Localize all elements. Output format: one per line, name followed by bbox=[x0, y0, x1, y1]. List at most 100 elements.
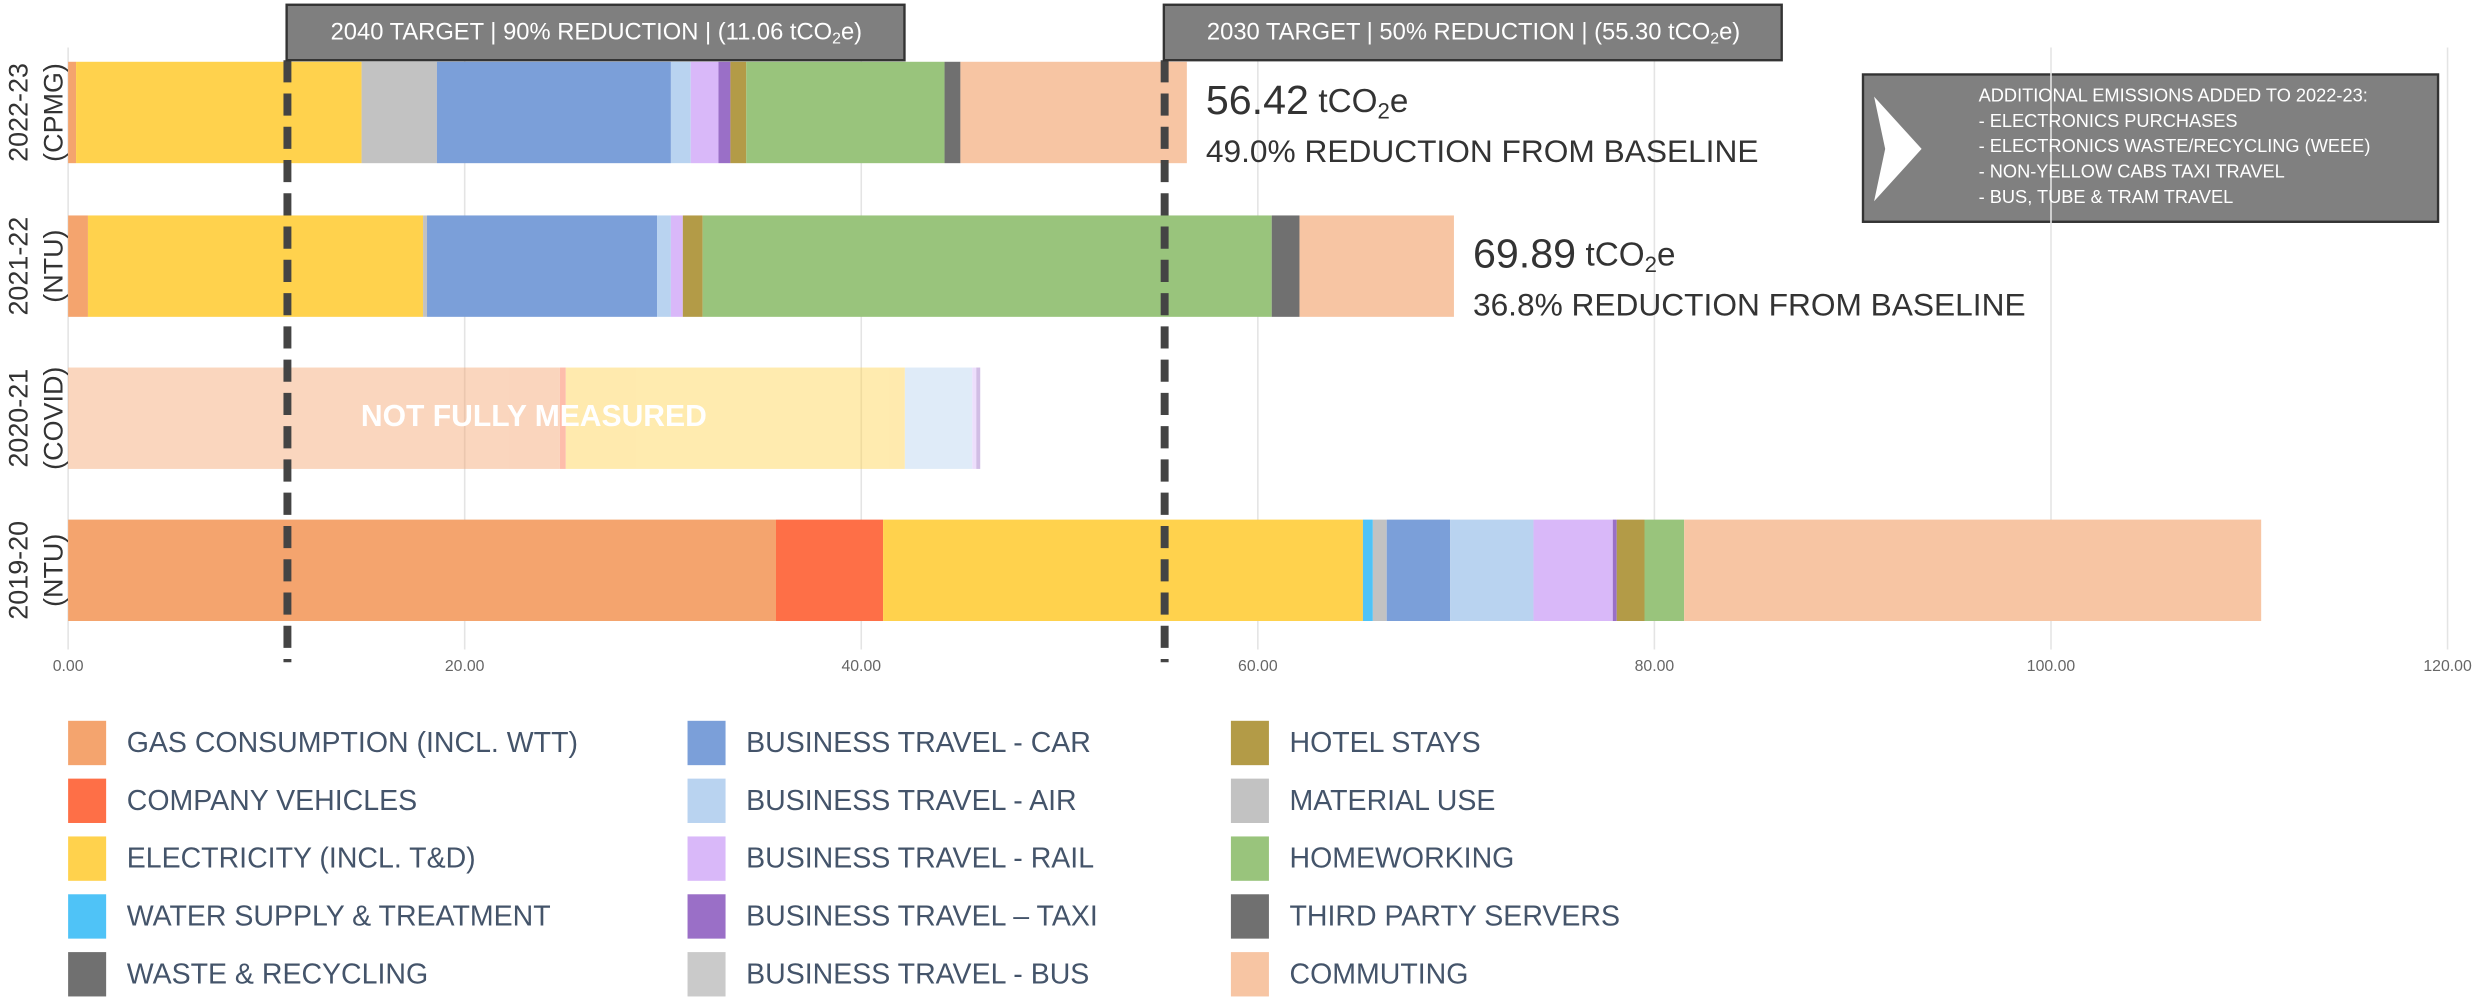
legend-label: WATER SUPPLY & TREATMENT bbox=[127, 901, 551, 933]
legend-swatch bbox=[68, 894, 107, 939]
legend-swatch bbox=[68, 778, 107, 823]
bar-group bbox=[68, 215, 1454, 317]
legend-label: MATERIAL USE bbox=[1290, 785, 1496, 817]
total-unit-end: e bbox=[1390, 83, 1409, 120]
bar-segment bbox=[1299, 215, 1454, 317]
note-title: ADDITIONAL EMISSIONS ADDED TO 2022-23: bbox=[1979, 85, 2368, 105]
category-label-line: (COVID) bbox=[39, 367, 69, 470]
note-arrow bbox=[1874, 96, 1922, 202]
bar-segment bbox=[657, 215, 671, 317]
bar-segment bbox=[427, 215, 658, 317]
legend-swatch bbox=[68, 720, 107, 766]
bar-segment bbox=[1450, 519, 1534, 622]
bar-segment bbox=[436, 61, 671, 164]
bar-group bbox=[68, 367, 981, 469]
bar-segment bbox=[702, 215, 1272, 317]
note-line: - ELECTRONICS PURCHASES bbox=[1979, 111, 2238, 131]
note-line: - NON-YELLOW CABS TAXI TRAVEL bbox=[1979, 161, 2285, 181]
target-tail: e) bbox=[1719, 19, 1740, 46]
total-note: 49.0% REDUCTION FROM BASELINE bbox=[1206, 133, 1759, 169]
bar-segment bbox=[559, 367, 566, 469]
legend-label: BUSINESS TRAVEL - CAR bbox=[746, 727, 1091, 759]
category-label: 2021-22 (NTU) bbox=[4, 217, 69, 316]
bar-segment bbox=[883, 519, 1363, 622]
bar-segment bbox=[670, 215, 683, 317]
total-label: 56.42 tCO2e bbox=[1206, 77, 1408, 123]
bar-segment bbox=[944, 61, 961, 164]
total-value: 56.42 bbox=[1206, 77, 1309, 123]
target-box bbox=[1162, 3, 1783, 62]
total-value: 69.89 bbox=[1473, 231, 1576, 277]
target-box bbox=[285, 3, 906, 62]
bar-segment bbox=[68, 367, 560, 469]
bar-segment bbox=[730, 61, 747, 164]
bar-segment bbox=[1533, 519, 1613, 622]
target-sub: 2 bbox=[1710, 31, 1719, 48]
bar-segment bbox=[87, 215, 424, 317]
note-line: - ELECTRONICS WASTE/RECYCLING (WEEE) bbox=[1979, 136, 2371, 156]
category-label: 2019-20 (NTU) bbox=[4, 521, 69, 620]
target-text: 2030 TARGET | 50% REDUCTION | (55.30 tCO bbox=[1207, 19, 1710, 46]
total-note: 36.8% REDUCTION FROM BASELINE bbox=[1473, 287, 2026, 323]
bar-segment bbox=[68, 519, 777, 622]
total-unit: tCO bbox=[1318, 83, 1377, 120]
bar-segment bbox=[960, 61, 1187, 164]
bar-segment bbox=[1372, 519, 1387, 622]
legend-swatch bbox=[1230, 836, 1269, 881]
x-tick-label: 40.00 bbox=[841, 658, 881, 675]
total-unit: tCO bbox=[1585, 236, 1644, 273]
legend-swatch bbox=[68, 952, 107, 997]
target-sub: 2 bbox=[832, 31, 841, 48]
legend-label: GAS CONSUMPTION (INCL. WTT) bbox=[127, 727, 578, 759]
x-tick-label: 120.00 bbox=[2423, 658, 2472, 675]
bar-segment bbox=[1362, 519, 1373, 622]
note-line: - BUS, TUBE & TRAM TRAVEL bbox=[1979, 187, 2234, 207]
bar-segment bbox=[423, 215, 428, 317]
legend-swatch bbox=[687, 778, 726, 823]
bar-segment bbox=[976, 367, 981, 469]
category-label: 2020-21 (COVID) bbox=[4, 367, 69, 470]
bar-segment bbox=[76, 61, 362, 164]
legend-swatch bbox=[687, 836, 726, 881]
bar-segment bbox=[565, 367, 905, 469]
bar-segment bbox=[1386, 519, 1451, 622]
bar-segment bbox=[670, 61, 691, 164]
category-label-line: (NTU) bbox=[39, 230, 69, 303]
category-label-line: (CPMG) bbox=[39, 63, 69, 162]
bar-segment bbox=[1612, 519, 1617, 622]
legend-swatch bbox=[1230, 894, 1269, 939]
legend-swatch bbox=[687, 894, 726, 939]
not-measured-label: NOT FULLY MEASURED bbox=[361, 400, 707, 433]
legend-label: COMMUTING bbox=[1290, 958, 1469, 990]
legend-label: ELECTRICITY (INCL. T&D) bbox=[127, 843, 476, 875]
bar-segment bbox=[690, 61, 719, 164]
bar-segment bbox=[68, 61, 77, 164]
bar-segment bbox=[68, 215, 88, 317]
target-tail: e) bbox=[841, 19, 862, 46]
x-tick-label: 100.00 bbox=[2027, 658, 2076, 675]
total-unit-end: e bbox=[1657, 236, 1676, 273]
bar-group bbox=[68, 61, 1187, 164]
legend-swatch bbox=[1230, 952, 1269, 997]
legend-label: THIRD PARTY SERVERS bbox=[1290, 901, 1620, 933]
bar-segment bbox=[1684, 519, 2262, 622]
legend-label: BUSINESS TRAVEL - RAIL bbox=[746, 843, 1094, 875]
x-tick-label: 0.00 bbox=[53, 658, 84, 675]
legend-swatch bbox=[687, 720, 726, 766]
target-label: 2040 TARGET | 90% REDUCTION | (11.06 tCO… bbox=[331, 19, 863, 48]
bar-segment bbox=[682, 215, 703, 317]
bar-group bbox=[68, 519, 2262, 622]
total-label: 69.89 tCO2e bbox=[1473, 231, 1675, 277]
bar-segment bbox=[1616, 519, 1645, 622]
category-label: 2022-23 (CPMG) bbox=[4, 63, 69, 162]
category-label-line: 2021-22 bbox=[4, 217, 34, 316]
bar-segment bbox=[972, 367, 977, 469]
target-label: 2030 TARGET | 50% REDUCTION | (55.30 tCO… bbox=[1207, 19, 1740, 48]
bar-segment bbox=[904, 367, 973, 469]
bar-segment bbox=[1271, 215, 1300, 317]
bar-segment bbox=[776, 519, 884, 622]
category-label-line: (NTU) bbox=[39, 534, 69, 607]
bar-segment bbox=[718, 61, 731, 164]
bar-segment bbox=[746, 61, 945, 164]
